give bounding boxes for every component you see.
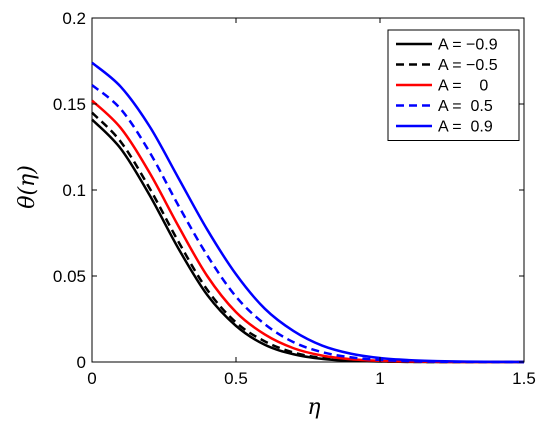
series-line-3 bbox=[91, 84, 525, 364]
legend-label: A = 0 bbox=[438, 78, 488, 95]
x-tick-label: 0.5 bbox=[224, 369, 248, 388]
legend: A = −0.9 A = −0.5 A = 0 A = 0.5 A = 0.9 bbox=[387, 29, 520, 141]
y-tick-label: 0.05 bbox=[53, 267, 86, 286]
legend-label: A = 0.9 bbox=[438, 119, 493, 136]
x-axis-label: η bbox=[307, 395, 320, 420]
axes: 0 0.5 1 1.5 0 0.05 0.1 0.15 0.2 bbox=[53, 9, 536, 388]
x-tick-label: 1.5 bbox=[512, 369, 536, 388]
y-tick-label: 0.1 bbox=[62, 181, 86, 200]
x-tick-label: 1 bbox=[375, 369, 384, 388]
legend-label: A = 0.5 bbox=[438, 98, 493, 115]
legend-label: A = −0.9 bbox=[438, 37, 498, 54]
y-tick-label: 0 bbox=[77, 353, 86, 372]
legend-label: A = −0.5 bbox=[438, 57, 498, 74]
y-axis-label: θ(η) bbox=[15, 165, 40, 209]
y-tick-label: 0.15 bbox=[53, 95, 86, 114]
curves bbox=[91, 61, 525, 364]
x-tick-label: 0 bbox=[87, 369, 96, 388]
y-tick-label: 0.2 bbox=[62, 9, 86, 28]
series-line-4 bbox=[91, 61, 525, 364]
